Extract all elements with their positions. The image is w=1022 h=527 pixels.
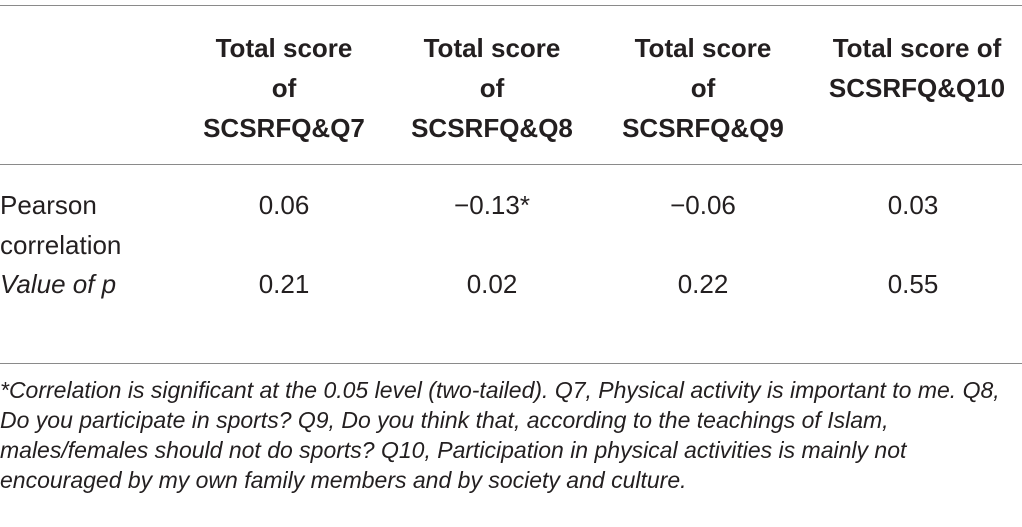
bottom-rule	[0, 363, 1022, 364]
cell-p-q10: 0.55	[887, 269, 939, 299]
cell-pearson-q9: −0.06	[670, 190, 736, 220]
column-header-q10: Total score of SCSRFQ&Q10	[828, 33, 1006, 103]
column-header-q9: Total score of SCSRFQ&Q9	[622, 33, 784, 143]
cell-pearson-q8: −0.13*	[454, 190, 530, 220]
top-rule	[0, 5, 1022, 6]
column-header-q7: Total score of SCSRFQ&Q7	[203, 33, 365, 143]
column-header-q8: Total score of SCSRFQ&Q8	[411, 33, 573, 143]
header-rule	[0, 164, 1022, 165]
cell-pearson-q7: 0.06	[258, 190, 310, 220]
row-label-pearson: Pearson correlation	[0, 190, 122, 260]
cell-p-q7: 0.21	[258, 269, 310, 299]
cell-p-q8: 0.02	[466, 269, 518, 299]
table-footnote: *Correlation is significant at the 0.05 …	[0, 377, 1000, 493]
row-label-p-value: Value of p	[0, 269, 117, 299]
cell-pearson-q10: 0.03	[887, 190, 939, 220]
cell-p-q9: 0.22	[677, 269, 729, 299]
